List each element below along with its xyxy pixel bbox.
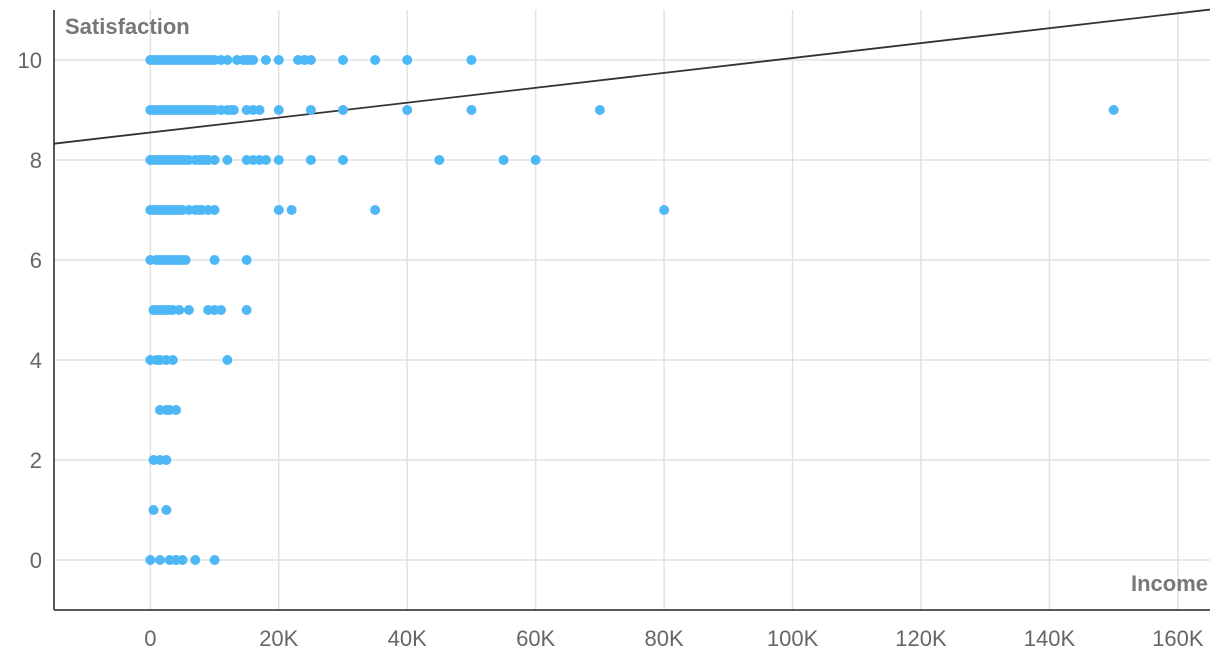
data-point: [260, 155, 271, 165]
data-point: [466, 55, 477, 65]
trendline: [53, 8, 1211, 145]
data-point: [209, 155, 220, 165]
data-point: [338, 55, 348, 65]
data-point: [222, 355, 233, 365]
data-point: [338, 155, 348, 165]
data-point: [338, 105, 348, 115]
y-tick-label: 0: [30, 548, 42, 573]
data-point: [222, 55, 233, 65]
data-point: [154, 555, 165, 565]
y-tick-label: 2: [30, 448, 42, 473]
data-points: [145, 55, 1119, 565]
data-point: [260, 55, 271, 65]
data-point: [254, 105, 265, 115]
x-tick-label: 140K: [1024, 626, 1076, 651]
data-point: [434, 155, 445, 165]
x-axis-title: Income: [1131, 571, 1208, 596]
x-gridlines: [149, 10, 1179, 610]
data-point: [370, 55, 381, 65]
data-point: [177, 555, 188, 565]
data-point: [161, 505, 172, 515]
x-tick-label: 40K: [388, 626, 427, 651]
data-point: [594, 105, 605, 115]
data-point: [305, 155, 316, 165]
data-point: [148, 505, 159, 515]
x-tick-label: 160K: [1152, 626, 1204, 651]
data-point: [402, 105, 413, 115]
x-tick-label: 0: [144, 626, 156, 651]
y-tick-labels: 0 2 4 6 8 10: [18, 48, 42, 573]
data-point: [402, 55, 413, 65]
data-point: [183, 305, 194, 315]
x-tick-label: 80K: [645, 626, 684, 651]
data-point: [273, 155, 284, 165]
axes: [53, 10, 1210, 611]
y-tick-label: 4: [30, 348, 42, 373]
data-point: [228, 105, 239, 115]
x-tick-label: 20K: [259, 626, 298, 651]
data-point: [1108, 105, 1119, 115]
data-point: [370, 205, 381, 215]
data-point: [241, 255, 252, 265]
trendline-group: [53, 8, 1211, 145]
x-tick-labels: 0 20K 40K 60K 80K 100K 120K 140K 160K: [144, 626, 1204, 651]
data-point: [273, 205, 284, 215]
data-point: [209, 555, 220, 565]
x-tick-label: 100K: [767, 626, 819, 651]
data-point: [286, 205, 297, 215]
x-tick-label: 120K: [895, 626, 947, 651]
data-point: [305, 105, 316, 115]
y-gridlines: [54, 59, 1210, 561]
data-point: [222, 155, 233, 165]
data-point: [273, 105, 284, 115]
y-tick-label: 8: [30, 148, 42, 173]
data-point: [161, 455, 172, 465]
data-point: [241, 305, 252, 315]
data-point: [190, 555, 201, 565]
data-point: [145, 555, 156, 565]
x-tick-label: 60K: [516, 626, 555, 651]
data-point: [180, 255, 191, 265]
data-point: [167, 355, 178, 365]
y-axis-title: Satisfaction: [65, 14, 190, 39]
y-tick-label: 10: [18, 48, 42, 73]
data-point: [273, 55, 284, 65]
data-point: [498, 155, 509, 165]
data-point: [209, 205, 220, 215]
data-point: [659, 205, 670, 215]
data-point: [174, 305, 185, 315]
data-point: [215, 305, 226, 315]
data-point: [171, 405, 182, 415]
data-point: [530, 155, 541, 165]
data-point: [209, 255, 220, 265]
data-point: [248, 55, 259, 65]
y-tick-label: 6: [30, 248, 42, 273]
data-point: [466, 105, 477, 115]
data-point: [305, 55, 316, 65]
